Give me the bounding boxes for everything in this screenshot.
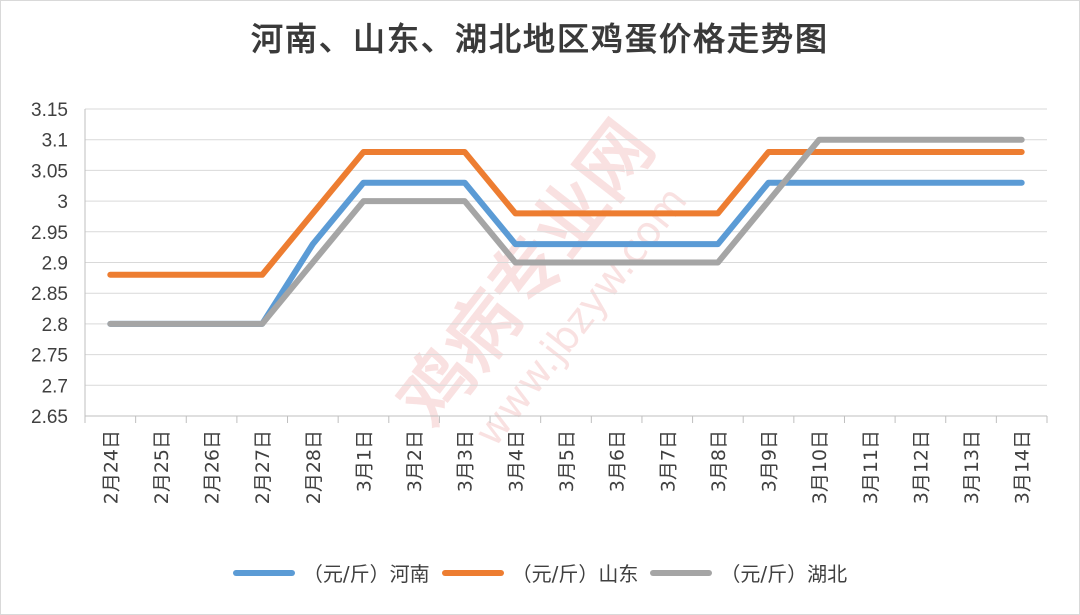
x-tick-label: 2月25日 [151,430,173,504]
axes [84,109,1048,423]
y-tick-label: 3 [57,192,68,213]
y-tick-label: 3.15 [31,100,68,121]
x-tick-label: 3月1日 [353,430,375,492]
legend-item-hubei: （元/斤）湖北 [650,558,847,587]
grid-lines [85,108,1047,417]
x-tick-label: 3月8日 [708,430,730,492]
x-axis-ticks: 2月24日 2月25日 2月26日 2月27日 2月28日 3月1日 3月2日 3月3日 3月4… [100,430,1033,504]
x-tick-label: 3月12日 [910,430,932,504]
legend-swatch-hubei [650,569,713,576]
x-tick-label: 3月11日 [860,430,882,504]
legend-label-shandong: （元/斤）山东 [511,562,639,586]
x-tick-label: 3月13日 [961,430,983,504]
y-tick-label: 2.9 [42,254,68,275]
x-tick-label: 2月28日 [303,430,325,504]
x-tick-label: 3月3日 [455,430,477,492]
legend-swatch-shandong [441,569,504,576]
y-tick-label: 3.1 [42,131,68,152]
x-tick-label: 2月27日 [252,430,274,504]
legend: （元/斤）河南 （元/斤）山东 （元/斤）湖北 [0,558,1080,587]
legend-label-hubei: （元/斤）湖北 [720,562,848,586]
chart-title: 河南、山东、湖北地区鸡蛋价格走势图 [250,20,829,58]
x-tick-label: 3月2日 [404,430,426,492]
y-axis-ticks: 3.15 3.1 3.05 3 2.95 2.9 2.85 2.8 2.75 2.7 2.65 [31,100,68,428]
watermark: 鸡病专业网 www.jbzyw.com [382,106,696,455]
y-tick-label: 2.95 [31,223,68,244]
y-tick-label: 2.65 [31,407,68,428]
y-tick-label: 2.8 [42,315,68,336]
legend-item-henan: （元/斤）河南 [232,558,430,587]
y-tick-label: 3.05 [31,161,68,182]
x-tick-label: 3月9日 [759,430,781,492]
legend-swatch-henan [232,569,295,576]
y-tick-label: 2.7 [42,376,68,397]
x-tick-label: 3月4日 [505,430,527,492]
x-tick-label: 2月24日 [100,430,122,504]
x-tick-label: 3月14日 [1012,430,1034,504]
legend-label-henan: （元/斤）河南 [302,562,430,586]
y-tick-label: 2.75 [31,346,68,367]
x-tick-label: 3月6日 [607,430,629,492]
x-tick-label: 3月10日 [809,430,831,504]
series-line-2 [107,136,1025,327]
series-lines [107,136,1025,327]
x-tick-label: 3月7日 [657,430,679,492]
x-tick-label: 3月5日 [556,430,578,492]
legend-item-shandong: （元/斤）山东 [441,558,639,587]
series-line-1 [107,149,1025,278]
x-tick-label: 2月26日 [202,430,224,504]
y-tick-label: 2.85 [31,284,68,305]
